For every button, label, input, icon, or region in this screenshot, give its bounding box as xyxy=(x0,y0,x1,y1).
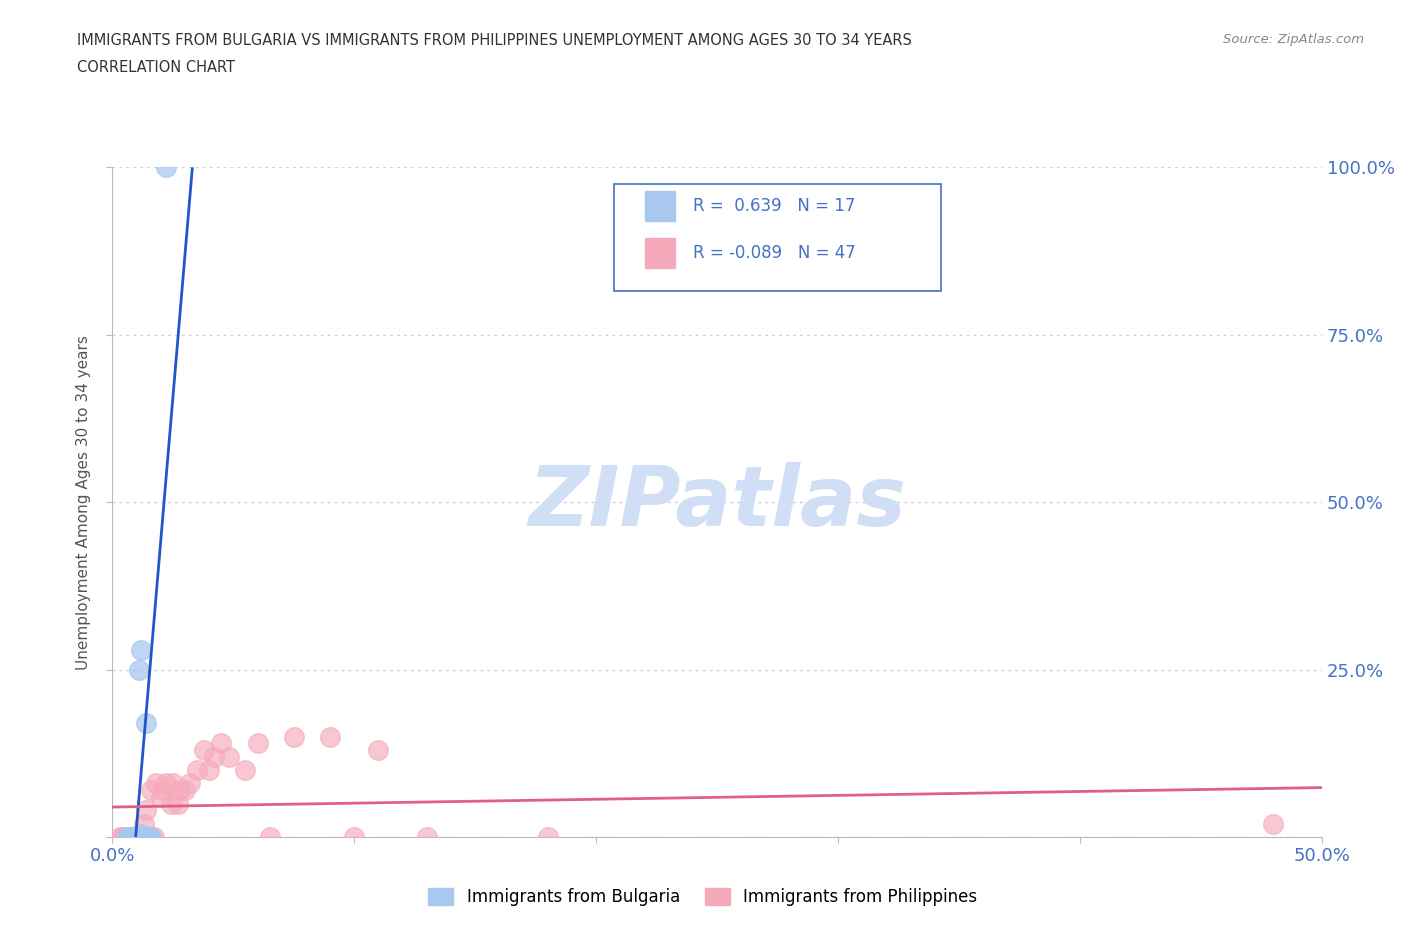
Bar xyxy=(644,238,675,268)
Point xyxy=(202,750,225,764)
Point xyxy=(138,830,160,844)
Point xyxy=(155,776,177,790)
Y-axis label: Unemployment Among Ages 30 to 34 years: Unemployment Among Ages 30 to 34 years xyxy=(76,335,91,670)
Point xyxy=(114,830,136,844)
Point xyxy=(149,790,172,804)
Point xyxy=(125,830,148,844)
Point xyxy=(121,830,143,844)
Point xyxy=(115,830,138,844)
Point xyxy=(367,742,389,757)
Point xyxy=(128,830,150,844)
Point xyxy=(122,830,145,844)
Point xyxy=(218,750,240,764)
Point xyxy=(162,776,184,790)
Point xyxy=(235,763,257,777)
Point xyxy=(145,776,167,790)
Point xyxy=(111,830,134,844)
Point xyxy=(138,830,160,844)
Point xyxy=(115,830,138,844)
Point xyxy=(121,830,143,844)
Point xyxy=(169,783,191,798)
Point xyxy=(141,830,163,844)
Point xyxy=(135,716,157,731)
Point xyxy=(193,742,215,757)
Point xyxy=(186,763,208,777)
Point xyxy=(142,830,165,844)
Point xyxy=(152,783,174,798)
Legend: Immigrants from Bulgaria, Immigrants from Philippines: Immigrants from Bulgaria, Immigrants fro… xyxy=(422,881,984,912)
Text: CORRELATION CHART: CORRELATION CHART xyxy=(77,60,235,75)
Point xyxy=(343,830,366,844)
Text: R = -0.089   N = 47: R = -0.089 N = 47 xyxy=(693,244,856,261)
Text: ZIPatlas: ZIPatlas xyxy=(529,461,905,543)
Point xyxy=(118,830,141,844)
Point xyxy=(131,642,153,657)
Point xyxy=(283,729,305,744)
Point xyxy=(179,776,201,790)
Point xyxy=(135,803,157,817)
Point xyxy=(128,662,150,677)
Point xyxy=(114,830,136,844)
Point xyxy=(537,830,560,844)
Text: R =  0.639   N = 17: R = 0.639 N = 17 xyxy=(693,197,855,215)
Point xyxy=(416,830,439,844)
Point xyxy=(118,830,141,844)
Point xyxy=(125,830,148,844)
Point xyxy=(122,830,145,844)
Point xyxy=(319,729,342,744)
Point xyxy=(125,830,148,844)
Point xyxy=(122,830,145,844)
Point xyxy=(121,830,143,844)
Point xyxy=(141,783,163,798)
Point xyxy=(132,830,155,844)
Point xyxy=(125,830,148,844)
Point xyxy=(174,783,197,798)
Point xyxy=(198,763,221,777)
Point xyxy=(132,817,155,831)
Point xyxy=(131,826,153,841)
Bar xyxy=(644,191,675,221)
Point xyxy=(131,830,153,844)
Point xyxy=(246,736,269,751)
Point xyxy=(132,830,155,844)
Point xyxy=(166,796,188,811)
Point xyxy=(125,830,148,844)
Point xyxy=(209,736,232,751)
Point xyxy=(155,160,177,175)
Point xyxy=(118,830,141,844)
Point xyxy=(115,830,138,844)
FancyBboxPatch shape xyxy=(614,184,941,291)
Point xyxy=(159,796,181,811)
Text: Source: ZipAtlas.com: Source: ZipAtlas.com xyxy=(1223,33,1364,46)
Point xyxy=(108,830,131,844)
Point xyxy=(1263,817,1285,831)
Point xyxy=(138,830,160,844)
Text: IMMIGRANTS FROM BULGARIA VS IMMIGRANTS FROM PHILIPPINES UNEMPLOYMENT AMONG AGES : IMMIGRANTS FROM BULGARIA VS IMMIGRANTS F… xyxy=(77,33,912,47)
Point xyxy=(259,830,281,844)
